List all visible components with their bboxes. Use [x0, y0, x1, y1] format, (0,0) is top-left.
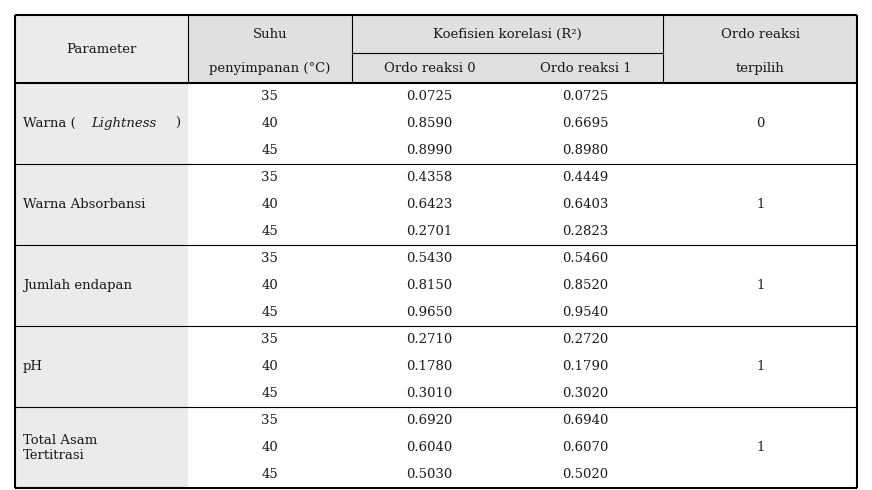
Text: 0.6940: 0.6940	[562, 414, 609, 427]
Text: Warna (: Warna (	[23, 117, 76, 130]
Text: 1: 1	[756, 360, 765, 373]
Text: Ordo reaksi 1: Ordo reaksi 1	[540, 62, 631, 74]
Text: 35: 35	[262, 171, 278, 184]
Text: Suhu: Suhu	[252, 27, 287, 41]
Text: 0.1790: 0.1790	[562, 360, 609, 373]
Text: Lightness: Lightness	[91, 117, 156, 130]
Text: 45: 45	[262, 387, 278, 400]
Text: 0.5430: 0.5430	[406, 252, 453, 265]
Text: 0.6403: 0.6403	[562, 198, 609, 211]
Text: 0.4358: 0.4358	[406, 171, 453, 184]
Text: 0.9650: 0.9650	[406, 306, 453, 319]
Text: 40: 40	[262, 279, 278, 292]
Text: 0.2710: 0.2710	[406, 333, 453, 346]
Text: 0.8990: 0.8990	[406, 144, 453, 157]
Text: 0.2720: 0.2720	[562, 333, 609, 346]
Text: 45: 45	[262, 225, 278, 238]
Text: Total Asam
Tertitrasi: Total Asam Tertitrasi	[23, 434, 98, 462]
Text: terpilih: terpilih	[736, 62, 785, 74]
Text: 0.6070: 0.6070	[562, 441, 609, 454]
Text: Parameter: Parameter	[66, 43, 137, 55]
Text: 0: 0	[756, 117, 765, 130]
Text: 0.4449: 0.4449	[562, 171, 609, 184]
Text: 0.8150: 0.8150	[406, 279, 453, 292]
Text: 1: 1	[756, 441, 765, 454]
Text: 45: 45	[262, 306, 278, 319]
Text: 0.9540: 0.9540	[562, 306, 609, 319]
Text: 45: 45	[262, 144, 278, 157]
Text: 0.5460: 0.5460	[562, 252, 609, 265]
Text: 0.6423: 0.6423	[406, 198, 453, 211]
Text: Warna Absorbansi: Warna Absorbansi	[23, 198, 146, 211]
Text: 40: 40	[262, 441, 278, 454]
Text: 1: 1	[756, 279, 765, 292]
Text: penyimpanan (°C): penyimpanan (°C)	[209, 62, 330, 74]
Text: 40: 40	[262, 360, 278, 373]
Text: Koefisien korelasi (R²): Koefisien korelasi (R²)	[433, 27, 582, 41]
Text: pH: pH	[23, 360, 43, 373]
Text: 40: 40	[262, 117, 278, 130]
Text: 45: 45	[262, 468, 278, 481]
Text: 35: 35	[262, 333, 278, 346]
Text: 35: 35	[262, 252, 278, 265]
Text: 0.3020: 0.3020	[562, 387, 609, 400]
Text: 0.3010: 0.3010	[406, 387, 453, 400]
Text: 0.1780: 0.1780	[406, 360, 453, 373]
Text: 40: 40	[262, 198, 278, 211]
Text: 0.5030: 0.5030	[406, 468, 453, 481]
Text: 0.8980: 0.8980	[562, 144, 609, 157]
Text: 1: 1	[756, 198, 765, 211]
Text: Ordo reaksi 0: Ordo reaksi 0	[384, 62, 475, 74]
Text: 0.6040: 0.6040	[406, 441, 453, 454]
Text: 0.6695: 0.6695	[562, 117, 609, 130]
Text: 0.0725: 0.0725	[406, 90, 453, 103]
Text: 0.2701: 0.2701	[406, 225, 453, 238]
Text: 0.8590: 0.8590	[406, 117, 453, 130]
Text: Ordo reaksi: Ordo reaksi	[720, 27, 800, 41]
Text: 0.2823: 0.2823	[562, 225, 609, 238]
Bar	[15, 15, 857, 83]
Text: 35: 35	[262, 414, 278, 427]
Text: 0.6920: 0.6920	[406, 414, 453, 427]
Text: Jumlah endapan: Jumlah endapan	[23, 279, 132, 292]
Text: 0.8520: 0.8520	[562, 279, 609, 292]
Bar	[15, 15, 187, 488]
Text: 0.0725: 0.0725	[562, 90, 609, 103]
Text: ): )	[175, 117, 181, 130]
Text: 0.5020: 0.5020	[562, 468, 609, 481]
Text: 35: 35	[262, 90, 278, 103]
